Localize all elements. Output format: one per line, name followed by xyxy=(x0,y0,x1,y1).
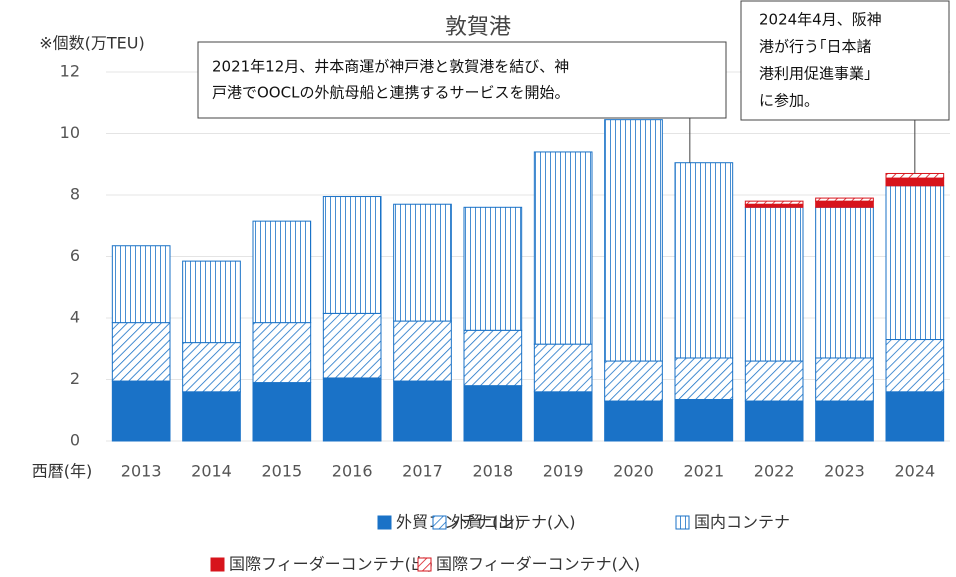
bar-segment xyxy=(463,329,523,387)
bar-segment xyxy=(252,382,312,442)
bar-segment xyxy=(604,119,663,362)
legend-swatch xyxy=(432,515,447,530)
bar-segment xyxy=(885,391,945,442)
legend-label: 国内コンテナ xyxy=(694,513,790,532)
x-tick-label: 2019 xyxy=(543,462,584,481)
annotation-box xyxy=(740,0,950,121)
x-tick-label: 2017 xyxy=(402,462,443,481)
bar-segment xyxy=(182,391,241,442)
bar-segment xyxy=(674,162,734,359)
bar-segment xyxy=(322,377,382,442)
y-axis-label: ※個数(万TEU) xyxy=(39,34,145,53)
y-tick-label: 6 xyxy=(70,246,80,265)
bar-segment xyxy=(674,398,734,442)
bar-segment xyxy=(885,172,945,179)
annotation-text: 戸港でOOCLの外航母船と連携するサービスを開始。 xyxy=(212,84,569,102)
x-tick-label: 2014 xyxy=(191,462,232,481)
x-axis-label: 西暦(年) xyxy=(32,462,93,481)
annotation-text: 2021年12月、井本商運が神戸港と敦賀港を結び、神 xyxy=(212,58,569,76)
legend-label: 国際フィーダーコンテナ(入) xyxy=(436,555,640,574)
annotation-text: に参加。 xyxy=(759,92,819,110)
annotation-text: 港利用促進事業｣ xyxy=(759,65,872,83)
x-tick-label: 2023 xyxy=(824,462,865,481)
bar-segment xyxy=(604,400,663,442)
bar-segment xyxy=(393,380,452,442)
y-tick-label: 12 xyxy=(60,62,80,81)
bar-segment xyxy=(111,380,171,442)
annotation-text: 2024年4月、阪神 xyxy=(759,11,882,29)
bar-segment xyxy=(252,322,312,384)
y-tick-label: 10 xyxy=(60,123,80,142)
annotation-box xyxy=(197,41,727,119)
bar-segment xyxy=(885,177,945,187)
x-tick-label: 2018 xyxy=(472,462,513,481)
y-tick-label: 4 xyxy=(70,308,80,327)
x-tick-label: 2016 xyxy=(332,462,373,481)
y-tick-label: 2 xyxy=(70,369,80,388)
bar-segment xyxy=(533,391,593,442)
bar-segment xyxy=(111,322,171,382)
legend-swatch xyxy=(377,515,392,530)
bar-segment xyxy=(182,342,241,393)
legend-swatch xyxy=(675,515,690,530)
bar-segment xyxy=(111,245,171,324)
bar-segment xyxy=(815,400,874,442)
bar-segment xyxy=(744,360,804,402)
bar-segment xyxy=(463,385,523,442)
bar-segment xyxy=(252,220,312,324)
chart-title: 敦賀港 xyxy=(445,15,511,40)
y-tick-label: 0 xyxy=(70,431,80,450)
legend-label: 外貿コンテナ(入) xyxy=(451,513,576,532)
annotation-text: 港が行う｢日本諸 xyxy=(759,38,872,56)
legend-swatch xyxy=(210,557,225,572)
bar-segment xyxy=(322,312,382,379)
x-tick-label: 2020 xyxy=(613,462,654,481)
x-tick-label: 2021 xyxy=(683,462,724,481)
x-tick-label: 2013 xyxy=(121,462,162,481)
bar-segment xyxy=(393,203,452,322)
bar-segment xyxy=(393,320,452,382)
bar-segment xyxy=(744,206,804,362)
bar-segment xyxy=(815,357,874,402)
bar-segment xyxy=(674,357,734,400)
x-tick-label: 2022 xyxy=(754,462,795,481)
legend-label: 国際フィーダーコンテナ(出) xyxy=(229,555,433,574)
x-tick-label: 2015 xyxy=(261,462,302,481)
bar-segment xyxy=(322,196,382,314)
bar-segment xyxy=(533,343,593,393)
legend-swatch xyxy=(417,557,432,572)
bar-segment xyxy=(463,206,523,331)
bar-segment xyxy=(744,200,804,205)
bar-segment xyxy=(744,400,804,442)
bar-segment xyxy=(533,151,593,345)
bar-segment xyxy=(604,360,663,402)
bar-segment xyxy=(885,185,945,341)
bar-segment xyxy=(885,339,945,393)
bar-segment xyxy=(815,197,874,202)
bar-segment xyxy=(815,206,874,359)
bar-segment xyxy=(182,260,241,344)
y-tick-label: 8 xyxy=(70,185,80,204)
bar-segment xyxy=(815,200,874,208)
legend-label: 外貿コンテナ(出) xyxy=(396,513,521,532)
x-tick-label: 2024 xyxy=(894,462,935,481)
